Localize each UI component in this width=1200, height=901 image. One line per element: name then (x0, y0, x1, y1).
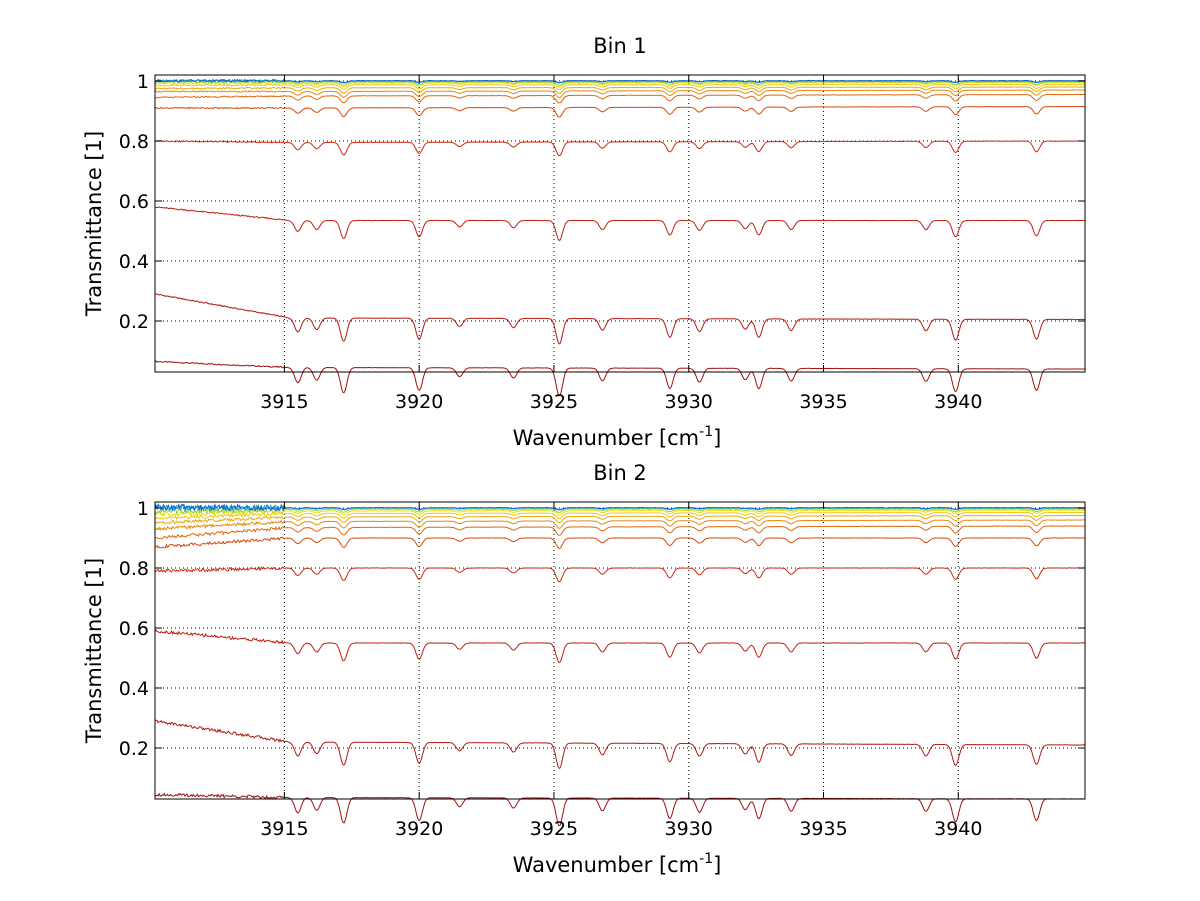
y-tick-label: 0.8 (119, 558, 149, 580)
series-line (154, 79, 1086, 86)
x-tick-label: 3930 (665, 818, 713, 840)
series-line (154, 105, 1086, 118)
series-line (154, 505, 1086, 515)
chart-bin-1: 3915 3920 3925 3930 3935 3940 0.2 0.4 0.6 0.8 1 Bin… (82, 34, 1086, 450)
series-line (154, 628, 1086, 664)
y-tick-label: 0.8 (119, 131, 149, 153)
x-tick-label: 3930 (665, 391, 713, 413)
x-tick-label: 3940 (934, 391, 982, 413)
y-tick-label: 0.6 (119, 618, 149, 640)
x-axis-label: Wavenumber [cm-1] (513, 424, 722, 450)
x-tick-label: 3935 (799, 818, 847, 840)
y-tick-label: 0.2 (119, 311, 149, 333)
x-tick-label: 3915 (260, 391, 308, 413)
series-line (154, 511, 1086, 521)
y-axis-label: Transmittance [1] (82, 558, 106, 744)
series-line (154, 519, 1086, 532)
series-line (154, 89, 1086, 99)
x-tick-label: 3925 (530, 391, 578, 413)
series-line (154, 536, 1086, 549)
series-line (154, 83, 1086, 91)
series-line (154, 525, 1086, 540)
x-tick-label: 3940 (934, 818, 982, 840)
series-line (154, 81, 1085, 88)
y-axis-label: Transmittance [1] (82, 131, 106, 317)
series-line (154, 360, 1085, 397)
y-tick-label: 0.4 (119, 251, 149, 273)
x-tick-label: 3915 (260, 818, 308, 840)
series-line (154, 93, 1085, 104)
chart-title: Bin 1 (593, 34, 647, 58)
series-line (155, 86, 1086, 94)
series-line (154, 139, 1086, 157)
series-line (154, 514, 1086, 525)
series-line (154, 293, 1085, 345)
y-tick-label: 0.2 (119, 738, 149, 760)
series-line (154, 566, 1086, 583)
plot-frame (154, 74, 1086, 373)
series-line (155, 206, 1086, 241)
series-line (154, 719, 1086, 770)
series-line (154, 507, 1086, 518)
y-tick-label: 0.4 (119, 678, 149, 700)
chart-bin-2: 3915 3920 3925 3930 3935 3940 0.2 0.4 0.6 0.8 1 Bin… (82, 461, 1086, 877)
x-tick-label: 3920 (395, 818, 443, 840)
x-tick-label: 3925 (530, 818, 578, 840)
chart-title: Bin 2 (593, 461, 647, 485)
series-line (154, 78, 1086, 84)
x-axis-label: Wavenumber [cm-1] (513, 851, 722, 877)
plot-frame (154, 501, 1086, 800)
y-tick-label: 0.6 (119, 191, 149, 213)
x-tick-label: 3920 (395, 391, 443, 413)
series-line (154, 503, 1085, 513)
x-tick-label: 3935 (799, 391, 847, 413)
y-tick-label: 1 (137, 498, 149, 520)
y-tick-label: 1 (137, 71, 149, 93)
